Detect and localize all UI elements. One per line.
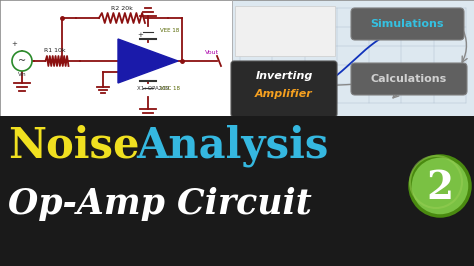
Text: +: + [11,41,17,47]
Text: +: + [137,32,143,38]
Bar [235,6,335,56]
Text: 2: 2 [427,169,454,207]
Text: Analysis: Analysis [136,125,328,167]
Text: Simulations: Simulations [371,19,444,29]
Text: VCC 18: VCC 18 [160,86,180,92]
Polygon shape [118,39,178,83]
Text: Inverting: Inverting [255,71,313,81]
Text: Op-Amp Circuit: Op-Amp Circuit [8,187,312,221]
Text: ~: ~ [18,56,26,66]
Text: VEE 18: VEE 18 [160,28,179,34]
Text: Calculations: Calculations [371,74,447,84]
Text: Noise: Noise [8,125,139,167]
Bar [0,0,232,116]
Circle shape [12,51,32,71]
FancyBboxPatch shape [231,61,337,117]
Text: R1 10k: R1 10k [44,48,66,53]
Text: Vout: Vout [205,51,219,56]
Text: Vin: Vin [18,73,27,77]
FancyBboxPatch shape [351,63,467,95]
Bar [0,116,474,266]
Circle shape [410,156,470,216]
Text: Amplifier: Amplifier [255,89,313,99]
Bar [232,0,474,116]
FancyBboxPatch shape [351,8,464,40]
Text: R2 20k: R2 20k [111,6,133,10]
Text: X1: OPA209: X1: OPA209 [137,86,169,92]
